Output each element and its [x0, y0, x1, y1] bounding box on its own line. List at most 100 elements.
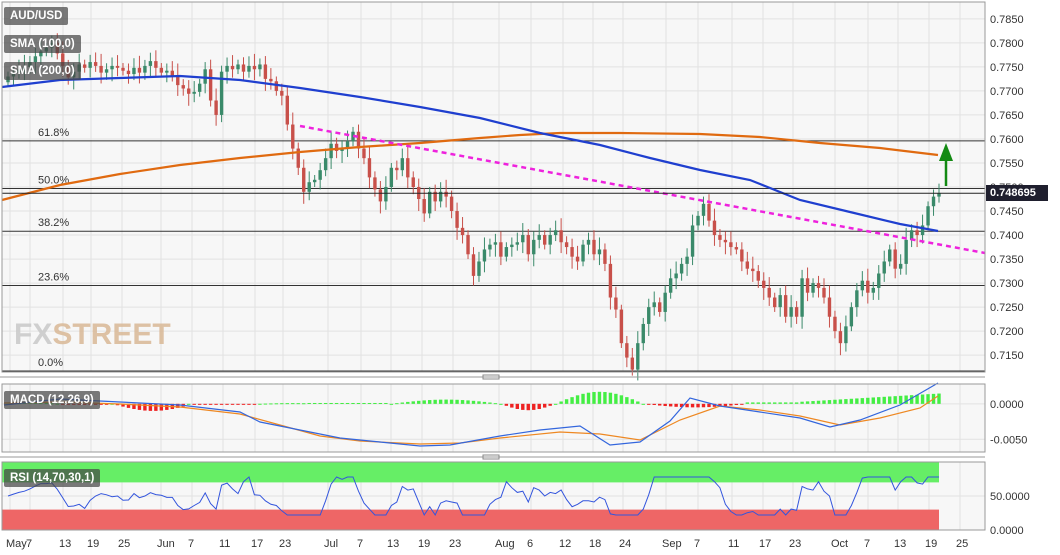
candle-body	[729, 242, 733, 248]
candle-body	[422, 199, 426, 214]
macd-histogram-bar	[455, 399, 459, 404]
candle-body	[427, 191, 432, 214]
candle-body	[592, 239, 596, 255]
macd-histogram-bar	[411, 401, 415, 404]
rsi-line	[7, 476, 939, 517]
candle-body	[93, 62, 98, 66]
macd-histogram-bar	[274, 403, 279, 405]
candle-body	[542, 235, 547, 245]
macd-histogram-bar	[192, 403, 196, 405]
macd-histogram-bar	[751, 402, 755, 404]
macd-histogram-bar	[866, 397, 870, 404]
macd-histogram-bar	[915, 394, 919, 404]
macd-histogram-bar	[690, 403, 695, 408]
rsi-legend[interactable]: RSI (14,70,30,1)	[4, 469, 101, 487]
candle-body	[373, 177, 377, 190]
x-tick-label: 11	[219, 538, 230, 550]
candle-body	[39, 51, 43, 57]
macd-histogram-bar	[679, 403, 684, 408]
candle-body	[762, 280, 766, 288]
candle-body	[674, 273, 678, 279]
candle-body	[866, 280, 870, 293]
macd-histogram-bar	[356, 402, 361, 404]
candle-body	[225, 65, 229, 72]
candle-body	[214, 100, 218, 115]
candle-body	[553, 230, 558, 236]
macd-histogram-bar	[882, 396, 886, 404]
candle-body	[197, 83, 202, 92]
candle-body	[532, 239, 536, 255]
candle-body	[707, 203, 711, 221]
sma200-legend[interactable]: SMA (200,0)	[4, 62, 81, 80]
macd-histogram-bar	[926, 394, 930, 404]
macd-histogram-bar	[154, 403, 158, 411]
macd-histogram-bar	[521, 403, 525, 410]
x-tick-label: 25	[956, 538, 968, 550]
fib-label: 50.0%	[38, 174, 69, 186]
macd-y-label: -0.0050	[990, 434, 1027, 446]
candle-body	[438, 191, 443, 202]
candle-body	[822, 287, 826, 298]
macd-histogram-bar	[630, 399, 635, 404]
macd-histogram-bar	[888, 396, 892, 404]
candle-body	[767, 287, 771, 298]
candle-body	[734, 247, 739, 250]
y-tick-label: 0.7200	[990, 326, 1024, 338]
macd-histogram-bar	[482, 401, 487, 404]
macd-histogram-bar	[619, 395, 624, 404]
candle-body	[444, 191, 448, 197]
candle-body	[471, 254, 476, 276]
x-tick-label: 13	[59, 538, 71, 550]
candle-body	[411, 177, 415, 187]
x-tick-label: Oct	[831, 538, 848, 550]
candle-body	[685, 256, 689, 264]
macd-histogram-bar	[636, 401, 640, 404]
candle-body	[121, 67, 125, 71]
macd-histogram-bar	[334, 402, 339, 404]
y-tick-label: 0.7150	[990, 350, 1024, 362]
candle-body	[466, 235, 470, 255]
macd-histogram-bar	[608, 392, 613, 404]
macd-histogram-bar	[581, 393, 585, 404]
macd-histogram-bar	[137, 403, 142, 410]
macd-histogram-bar	[384, 402, 388, 404]
candle-body	[236, 64, 240, 70]
candle-body	[362, 148, 366, 159]
x-tick-label: Jul	[324, 538, 338, 550]
macd-histogram-bar	[762, 402, 766, 404]
macd-histogram-bar	[778, 402, 782, 404]
x-tick-label: May	[6, 538, 27, 550]
candle-body	[920, 225, 925, 236]
macd-histogram-bar	[438, 399, 443, 404]
y-tick-label: 0.7750	[990, 62, 1024, 74]
candle-body	[482, 249, 487, 262]
macd-histogram-bar	[745, 402, 750, 404]
candle-body	[460, 227, 465, 236]
x-tick-label: 25	[118, 538, 130, 550]
sma100-line	[1, 74, 939, 233]
candle-body	[263, 64, 268, 79]
x-tick-label: 12	[559, 538, 571, 550]
macd-histogram-bar	[460, 400, 465, 404]
candle-body	[170, 70, 174, 76]
candle-body	[455, 211, 459, 228]
sma100-legend[interactable]: SMA (100,0)	[4, 35, 81, 53]
macd-histogram-bar	[592, 392, 596, 404]
macd-histogram-bar	[647, 403, 651, 405]
candle-body	[291, 124, 295, 149]
candle-body	[499, 242, 503, 257]
instrument-label[interactable]: AUD/USD	[4, 7, 69, 25]
macd-histogram-bar	[493, 403, 498, 405]
candle-body	[477, 261, 481, 276]
macd-histogram-bar	[345, 402, 350, 404]
candle-body	[269, 78, 273, 82]
fib-label: 38.2%	[38, 217, 69, 229]
macd-histogram-bar	[449, 399, 454, 404]
x-tick-label: 19	[418, 538, 430, 550]
macd-legend[interactable]: MACD (12,26,9)	[4, 391, 100, 409]
candle-body	[252, 65, 257, 70]
macd-histogram-bar	[822, 400, 826, 404]
candle-body	[367, 158, 372, 178]
candle-body	[647, 307, 651, 324]
